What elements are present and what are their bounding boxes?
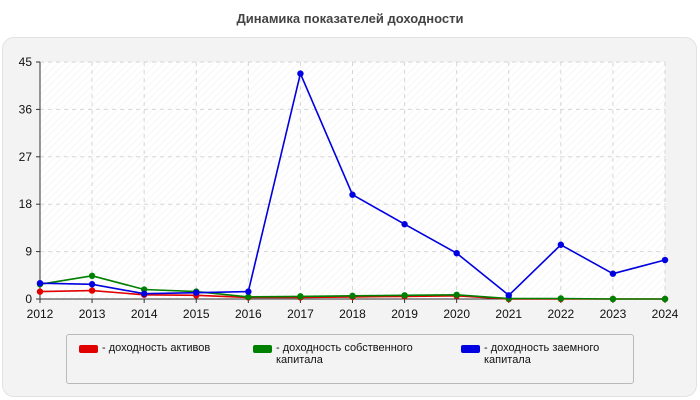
y-tick-label: 18	[19, 197, 33, 211]
x-tick-label: 2014	[131, 307, 158, 321]
data-point-debt[interactable]	[140, 290, 148, 297]
data-point-debt[interactable]	[609, 270, 617, 277]
y-tick-label: 27	[19, 150, 33, 164]
legend-swatch-equity	[253, 345, 272, 353]
data-point-assets[interactable]	[88, 287, 96, 294]
legend: - доходность активов - доходность собств…	[66, 334, 634, 384]
data-point-equity[interactable]	[245, 293, 252, 301]
x-tick-label: 2019	[391, 307, 418, 321]
x-tick-label: 2012	[27, 307, 54, 321]
x-tick-label: 2022	[547, 307, 574, 321]
x-tick-label: 2023	[600, 307, 627, 321]
data-point-debt[interactable]	[453, 249, 460, 257]
chart-title: Динамика показателей доходности	[236, 11, 464, 26]
legend-item-debt: - доходность заемного капитала	[461, 342, 626, 366]
data-point-equity[interactable]	[609, 295, 617, 303]
data-point-equity[interactable]	[661, 295, 669, 303]
y-tick-label: 45	[19, 55, 33, 69]
data-point-debt[interactable]	[401, 221, 408, 228]
y-tick-label: 0	[25, 292, 32, 306]
data-point-debt[interactable]	[36, 280, 44, 287]
data-point-debt[interactable]	[297, 70, 304, 77]
x-tick-label: 2015	[183, 307, 210, 321]
data-point-assets[interactable]	[36, 288, 44, 295]
data-point-equity[interactable]	[88, 272, 96, 280]
legend-item-equity: - доходность собственного капитала	[253, 342, 458, 366]
data-point-debt[interactable]	[661, 256, 669, 264]
legend-item-assets: - доходность активов	[79, 342, 249, 354]
x-tick-label: 2018	[339, 307, 366, 321]
legend-label-debt: - доходность заемного капитала	[484, 342, 600, 366]
x-tick-label: 2024	[652, 307, 679, 321]
series-debt	[36, 70, 669, 299]
y-tick-label: 9	[25, 245, 32, 259]
grid	[40, 61, 666, 299]
data-point-equity[interactable]	[349, 292, 356, 300]
x-tick-label: 2013	[79, 307, 106, 321]
legend-label-assets: - доходность активов	[102, 342, 211, 354]
x-tick-label: 2016	[235, 307, 262, 321]
x-tick-label: 2017	[287, 307, 314, 321]
legend-swatch-assets	[79, 345, 98, 353]
y-tick-label: 36	[19, 102, 33, 116]
data-point-debt[interactable]	[245, 288, 252, 295]
data-point-equity[interactable]	[453, 291, 460, 298]
data-point-debt[interactable]	[193, 289, 200, 296]
plot-area	[40, 62, 665, 299]
data-point-equity[interactable]	[557, 295, 565, 302]
data-point-debt[interactable]	[505, 292, 512, 299]
data-point-equity[interactable]	[297, 293, 304, 300]
data-point-debt[interactable]	[88, 281, 96, 288]
x-tick-label: 2021	[495, 307, 522, 321]
legend-swatch-debt	[461, 345, 480, 353]
legend-label-equity: - доходность собственного капитала	[276, 342, 413, 366]
axes: 0 9 18 27 36 45 2012 2013 2014 2015 2016 2017 2018 20…	[19, 55, 679, 321]
data-point-debt[interactable]	[557, 241, 565, 248]
data-point-debt[interactable]	[349, 191, 356, 198]
data-point-equity[interactable]	[401, 292, 408, 299]
series-lines	[36, 70, 669, 303]
x-tick-label: 2020	[443, 307, 470, 321]
